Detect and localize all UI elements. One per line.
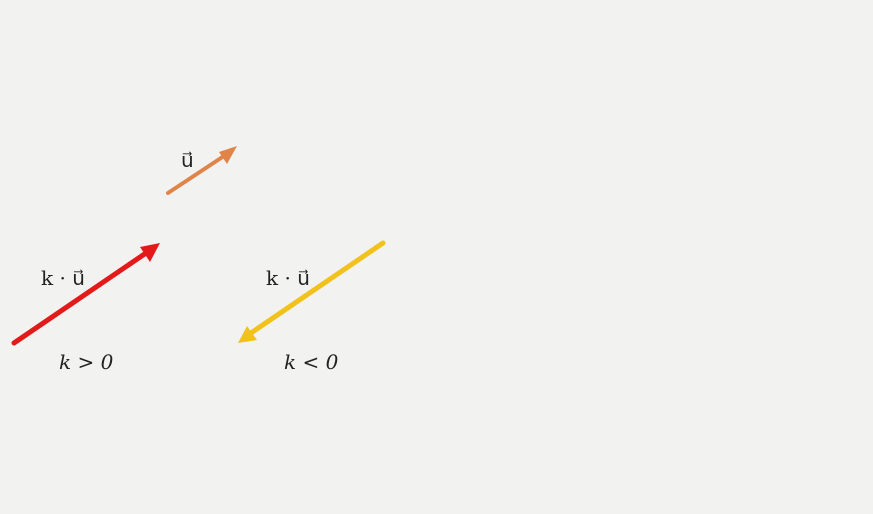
vector-k-negative — [238, 240, 386, 343]
vector-k-positive — [11, 243, 160, 346]
vector-k-negative-shaft — [248, 240, 386, 336]
vector-k-negative-label: k · u⃗ — [266, 266, 310, 290]
vector-u-label: u⃗ — [181, 148, 194, 172]
vector-k-negative-arrowhead — [238, 326, 257, 343]
vector-k-positive-shaft — [11, 250, 149, 346]
vector-u-arrowhead — [219, 146, 237, 164]
condition-k-negative: k < 0 — [284, 350, 339, 374]
vector-k-positive-label: k · u⃗ — [41, 266, 85, 290]
vector-u-shaft — [166, 154, 226, 195]
vector-u — [166, 146, 237, 195]
condition-k-positive: k > 0 — [59, 350, 114, 374]
vector-k-positive-arrowhead — [140, 243, 160, 262]
